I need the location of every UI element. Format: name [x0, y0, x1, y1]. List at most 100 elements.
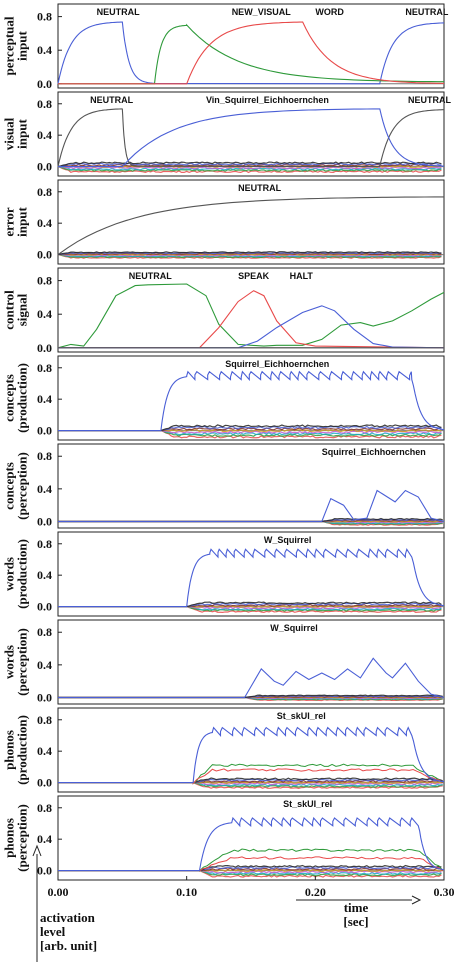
panel-annotation: NEUTRAL — [129, 271, 172, 281]
panel-annotation: NEUTRAL — [238, 183, 281, 193]
noise-series-line — [58, 603, 442, 608]
series-line — [58, 657, 445, 699]
panel-frame — [57, 179, 445, 265]
y-tick-label: 0.4 — [37, 658, 52, 672]
panel-annotation: HALT — [290, 271, 314, 281]
y-axis-label-line: input — [15, 207, 30, 237]
y-tick-label: 0.0 — [37, 160, 52, 174]
noise-series-line — [58, 866, 442, 872]
y-axis-label-line: phonos — [2, 730, 17, 770]
noise-series-line — [58, 864, 442, 872]
y-axis-label-line: words — [2, 645, 17, 679]
y-tick-label: 0.0 — [37, 424, 52, 438]
y-axis-label-line: error — [2, 207, 17, 237]
noise-series-line — [58, 520, 443, 526]
y-tick-label: 0.4 — [37, 128, 52, 142]
noise-series-line — [58, 781, 443, 787]
series-line — [58, 816, 445, 872]
panel-frame — [57, 355, 445, 441]
y-tick-label: 0.0 — [37, 248, 52, 262]
panel-annotation: Squirrel_Eichhoernchen — [225, 359, 329, 369]
panel-2: visualinput 0.0 0.4 0.8 NEUTRAL Vin_Squirrel_… — [2, 91, 451, 177]
noise-series-line — [58, 424, 442, 432]
noise-series-line — [57, 163, 442, 168]
noise-series-line — [58, 429, 442, 437]
panel-annotation: NEUTRAL — [90, 95, 133, 105]
noise-series-line — [58, 429, 442, 436]
noise-series-line — [58, 429, 442, 434]
panel-annotation: NEUTRAL — [97, 7, 140, 17]
y-tick-label: 0.0 — [37, 690, 52, 704]
panel-annotation: SPEAK — [238, 271, 270, 281]
panel-frame — [57, 707, 445, 793]
series-line — [57, 196, 444, 256]
panel-6: concepts(perception) 0.0 0.4 0.8 Squirrel_Ei… — [2, 443, 445, 529]
noise-series-line — [58, 605, 442, 609]
noise-series-line — [58, 605, 442, 613]
y-axis-label: concepts(perception) — [2, 452, 30, 520]
noise-series-line — [57, 161, 442, 168]
y-tick-label: 0.0 — [37, 864, 52, 878]
noise-series-line — [58, 517, 443, 523]
y-tick-label: 0.4 — [37, 307, 52, 321]
series-line — [58, 290, 445, 349]
y-tick-label: 0.8 — [37, 361, 52, 375]
y-tick-label: 0.8 — [37, 10, 52, 24]
y-axis-label: visualinput — [2, 117, 30, 150]
noise-series-line — [58, 778, 443, 784]
y-axis-label-line: concepts — [2, 462, 17, 510]
y-axis-label: perceptualinput — [2, 16, 30, 75]
y-tick-label: 0.4 — [37, 216, 52, 230]
y-axis-label: words(production) — [2, 539, 30, 609]
y-tick-label: 0.4 — [37, 392, 52, 406]
x-axis-label: time — [344, 900, 369, 915]
y-tick-label: 0.4 — [37, 568, 52, 582]
panel-annotation: W_Squirrel — [264, 535, 312, 545]
y-axis-label-line: signal — [15, 293, 30, 326]
panel-annotation: St_skUI_rel — [277, 711, 326, 721]
series-line — [57, 283, 445, 349]
noise-series-line — [58, 869, 442, 874]
panel-annotation: Vin_Squirrel_Eichhoernchen — [206, 95, 329, 105]
x-axis: 0.00 0.10 0.20 0.30 time[sec] activationlevel… — [32, 844, 454, 962]
y-axis-label-line: (production) — [15, 363, 30, 433]
activation-label: [arb. unit] — [40, 938, 97, 953]
y-axis-label-line: perceptual — [2, 16, 17, 75]
y-axis-label: controlsignal — [2, 290, 30, 330]
y-tick-label: 0.0 — [37, 776, 52, 790]
noise-series-line — [58, 428, 442, 433]
series-line — [58, 108, 445, 168]
series-line — [58, 489, 445, 523]
panel-annotation: Squirrel_Eichhoernchen — [322, 447, 426, 457]
y-tick-label: 0.8 — [37, 449, 52, 463]
noise-series-line — [57, 251, 442, 256]
panel-annotation: W_Squirrel — [270, 623, 318, 633]
noise-series-line — [57, 253, 442, 257]
y-axis-label-line: visual — [2, 117, 17, 150]
panel-frame — [57, 443, 445, 529]
activation-arrow-head — [32, 844, 42, 857]
y-axis-label-line: input — [15, 31, 30, 61]
panel-8: words(perception) 0.0 0.4 0.8 W_Squirrel — [2, 619, 445, 705]
y-axis-label: phonos(production) — [2, 715, 30, 785]
series-line — [58, 21, 445, 85]
y-axis-label-line: (production) — [15, 715, 30, 785]
noise-series-line — [57, 166, 442, 172]
x-axis-label: [sec] — [343, 914, 368, 929]
y-axis-label: phonos(perception) — [2, 804, 30, 872]
y-tick-label: 0.8 — [37, 97, 52, 111]
y-axis-label: concepts(production) — [2, 363, 30, 433]
noise-series-line — [58, 869, 442, 875]
panel-annotation: NEUTRAL — [405, 7, 448, 17]
panel-frame — [57, 531, 445, 617]
series-line — [58, 370, 445, 432]
noise-series-line — [58, 605, 442, 610]
panel-3: errorinput 0.0 0.4 0.8 NEUTRAL — [2, 179, 445, 265]
secondary-series-line — [58, 848, 444, 873]
series-line — [57, 21, 444, 85]
x-tick-label: 0.20 — [305, 885, 326, 899]
y-tick-label: 0.0 — [37, 341, 52, 355]
noise-series-line — [58, 518, 443, 523]
panel-frame — [57, 619, 445, 705]
